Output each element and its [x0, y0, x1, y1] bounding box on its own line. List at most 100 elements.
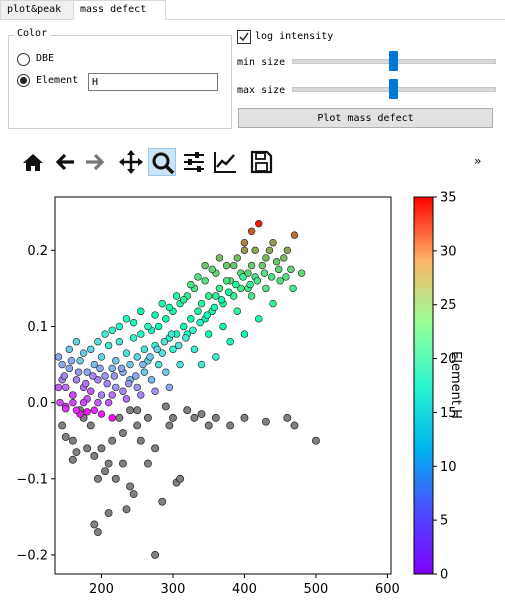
scatter-point-no-element [283, 413, 292, 422]
dbe-radio[interactable] [17, 53, 30, 66]
scatter-point [190, 345, 199, 354]
tab-plot-peak[interactable]: plot&peak [0, 0, 74, 19]
scatter-point [87, 345, 95, 354]
scatter-point [140, 368, 149, 376]
back-button[interactable] [51, 148, 79, 176]
scatter-point-no-element [79, 413, 88, 422]
scatter-point [183, 292, 191, 300]
scatter-point [197, 299, 206, 308]
scatter-point [283, 246, 292, 255]
min-size-slider-handle[interactable] [389, 51, 398, 71]
scatter-point [194, 307, 202, 315]
scatter-point [272, 258, 281, 266]
scatter-point [83, 395, 91, 403]
save-button[interactable] [247, 148, 275, 176]
scatter-point-no-element [197, 410, 206, 419]
scatter-point [97, 353, 106, 361]
colorbar-axis: 35 30 25 20 15 10 5 0 [433, 191, 457, 583]
scatter-point [297, 269, 306, 277]
colorbar-label: Element H [448, 351, 463, 419]
subplots-config-button[interactable] [180, 148, 208, 176]
scatter-point [154, 322, 163, 331]
scatter-point [151, 341, 159, 350]
scatter-point-no-element [133, 406, 142, 415]
scatter-point [251, 273, 259, 281]
log-intensity-checkbox[interactable] [237, 30, 251, 44]
scatter-point [253, 277, 262, 285]
scatter-point [158, 349, 166, 357]
scatter-point [240, 238, 249, 247]
scatter-point [104, 398, 113, 407]
zoom-button[interactable] [148, 148, 176, 176]
scatter-point [255, 219, 263, 228]
scatter-point [282, 273, 290, 281]
y-axis: 0.2 0.1 0.0 −0.1 −0.2 [16, 244, 55, 563]
y-tick-label: −0.1 [16, 472, 48, 487]
scatter-point-no-element [126, 406, 135, 415]
scatter-point [172, 292, 181, 300]
scatter-point-no-element [158, 497, 167, 506]
scatter-point [230, 292, 238, 300]
element-input[interactable]: H [88, 73, 218, 91]
scatter-point [179, 296, 188, 304]
scatter-point-no-element [126, 482, 135, 491]
scatter-point [74, 368, 83, 376]
save-icon [250, 150, 273, 174]
scatter-point [79, 398, 88, 407]
plot-mass-defect-button[interactable]: Plot mass defect [238, 108, 493, 128]
scatter-point [233, 307, 241, 315]
scatter-point [201, 277, 209, 285]
scatter-point [124, 379, 133, 388]
tab-mass-defect[interactable]: mass defect [73, 0, 166, 20]
scatter-point [247, 292, 256, 300]
scatter-point-no-element [133, 421, 142, 430]
scatter-point [240, 246, 249, 255]
scatter-point [287, 265, 295, 274]
scatter-point-no-element [183, 406, 192, 415]
scatter-point [132, 372, 140, 380]
scatter-point [122, 349, 131, 357]
scatter-point-no-element [161, 402, 170, 411]
element-radio[interactable] [17, 74, 30, 87]
edit-axis-button[interactable] [211, 148, 239, 176]
scatter-point [269, 299, 277, 308]
scatter-point [165, 383, 174, 392]
scatter-point [201, 261, 209, 270]
scatter-point-no-element [104, 509, 113, 518]
scatter-point [76, 410, 84, 418]
checkmark-icon [239, 32, 249, 42]
scatter-point [97, 391, 106, 399]
scatter-point [87, 387, 95, 395]
scatter-point [55, 383, 63, 392]
home-icon [23, 154, 43, 171]
scatter-point [182, 334, 190, 342]
scatter-point [237, 284, 245, 293]
scatter-point [90, 360, 99, 369]
back-arrow-icon [55, 153, 74, 171]
pan-button[interactable] [117, 148, 145, 176]
scatter-point-no-element [118, 429, 127, 438]
scatter-point [187, 315, 195, 323]
scatter-point [69, 391, 77, 399]
scatter-point [151, 387, 159, 395]
scatter-point [247, 227, 256, 235]
scatter-point [169, 307, 177, 315]
scatter-point [255, 315, 263, 323]
toolbar-overflow-button[interactable]: » [474, 154, 482, 168]
scatter-point [96, 364, 104, 373]
scatter-point [280, 254, 288, 262]
scatter-point [251, 246, 259, 255]
edit-axis-icon [214, 152, 236, 173]
scatter-point [101, 330, 109, 338]
scatter-point-no-element [93, 528, 102, 537]
scatter-point [147, 326, 156, 334]
forward-arrow-icon [86, 153, 105, 171]
scatter-point [205, 292, 213, 300]
scatter-point [108, 414, 116, 422]
forward-button[interactable] [81, 148, 109, 176]
scatter-point [158, 299, 166, 308]
home-button[interactable] [19, 148, 47, 176]
scatter-point [162, 368, 170, 376]
max-size-slider-handle[interactable] [389, 79, 398, 99]
scatter-point [217, 296, 226, 304]
